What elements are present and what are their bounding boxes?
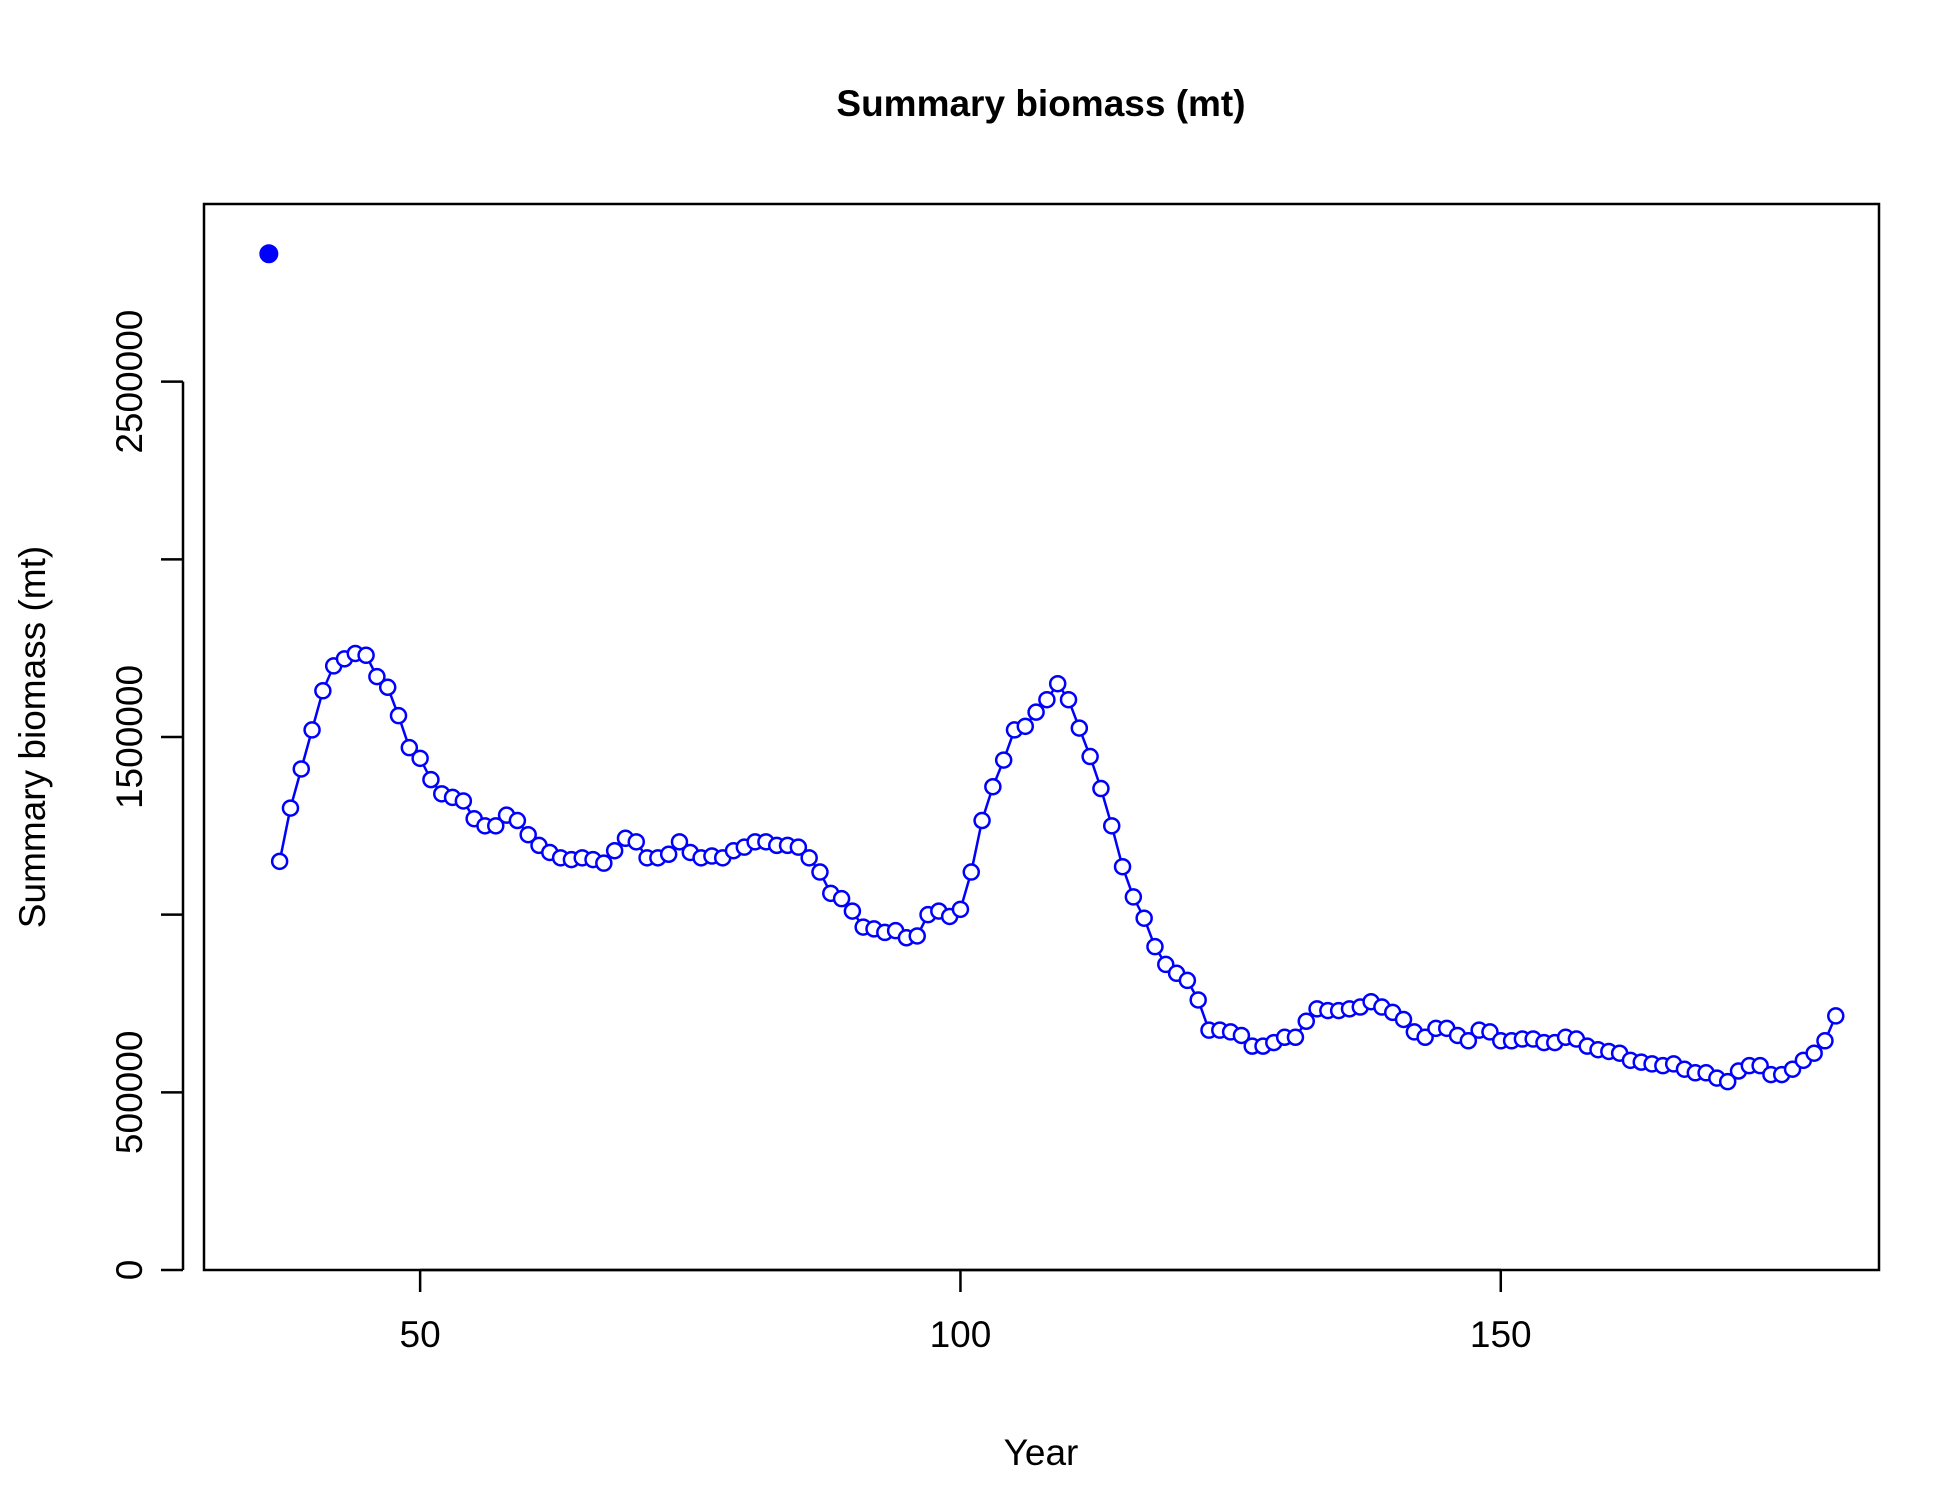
data-point	[1232, 1026, 1251, 1045]
data-point	[422, 770, 440, 789]
x-tick-label: 50	[400, 1314, 441, 1355]
data-point	[1038, 690, 1056, 709]
data-point	[811, 863, 829, 881]
y-axis: 0 500000 1500000 2500000	[109, 310, 185, 1281]
data-point	[1394, 1010, 1413, 1029]
data-point	[800, 849, 818, 867]
data-point	[1027, 703, 1045, 721]
y-tick-label: 500000	[109, 1031, 150, 1154]
data-point	[1124, 888, 1143, 906]
data-point	[378, 678, 397, 697]
data-point	[292, 760, 311, 778]
y-axis-label: Summary biomass (mt)	[12, 546, 53, 928]
data-point	[1286, 1028, 1305, 1047]
data-point	[314, 682, 332, 700]
data-point	[1135, 909, 1153, 927]
data-point	[487, 817, 505, 835]
x-axis-label: Year	[1004, 1432, 1079, 1473]
y-tick-label: 0	[109, 1260, 150, 1281]
data-point	[1092, 779, 1110, 798]
data-point	[994, 751, 1013, 769]
data-point	[789, 838, 808, 856]
data-point	[454, 792, 473, 810]
data-point	[670, 833, 689, 851]
x-axis: 50 100 150	[400, 1268, 1532, 1355]
data-point	[1827, 1007, 1845, 1025]
data-point	[1048, 674, 1067, 693]
data-point	[270, 852, 289, 871]
virgin-biomass-point	[259, 244, 279, 264]
series-line	[278, 652, 1837, 1084]
data-point	[605, 841, 624, 860]
data-point	[1059, 690, 1078, 709]
data-point	[389, 706, 408, 725]
data-point	[1805, 1044, 1823, 1062]
data-point	[1102, 817, 1121, 835]
data-point	[1297, 1012, 1316, 1031]
data-point	[1459, 1032, 1478, 1050]
data-point	[1081, 747, 1099, 766]
data-point	[1016, 717, 1035, 736]
x-tick-label: 100	[930, 1314, 992, 1355]
data-point	[508, 811, 527, 830]
data-point	[1816, 1032, 1834, 1050]
data-point	[368, 667, 386, 686]
data-point	[400, 738, 419, 757]
data-point	[1113, 857, 1132, 876]
data-point	[411, 749, 429, 768]
data-point	[1189, 991, 1207, 1009]
data-point	[973, 811, 991, 830]
data-point	[1070, 719, 1089, 737]
data-point	[1178, 971, 1197, 990]
data-point	[951, 900, 970, 919]
data-point	[281, 799, 300, 817]
data-point	[303, 721, 321, 739]
data-point	[908, 927, 926, 945]
data-point	[519, 825, 537, 844]
data-point	[627, 833, 646, 851]
data-point	[843, 902, 862, 920]
data-point	[832, 889, 851, 908]
data-point	[962, 863, 981, 881]
x-tick-label: 150	[1470, 1314, 1532, 1355]
data-point	[357, 646, 375, 665]
data-point	[984, 777, 1002, 796]
data-point	[1146, 937, 1164, 956]
data-point	[1718, 1072, 1737, 1091]
y-tick-label: 1500000	[109, 665, 150, 809]
chart-title: Summary biomass (mt)	[836, 83, 1245, 124]
y-tick-label: 2500000	[109, 310, 150, 454]
data-point	[659, 845, 678, 864]
series-layer	[259, 244, 1845, 1091]
plot-frame	[202, 202, 1881, 1272]
data-point	[595, 854, 613, 872]
